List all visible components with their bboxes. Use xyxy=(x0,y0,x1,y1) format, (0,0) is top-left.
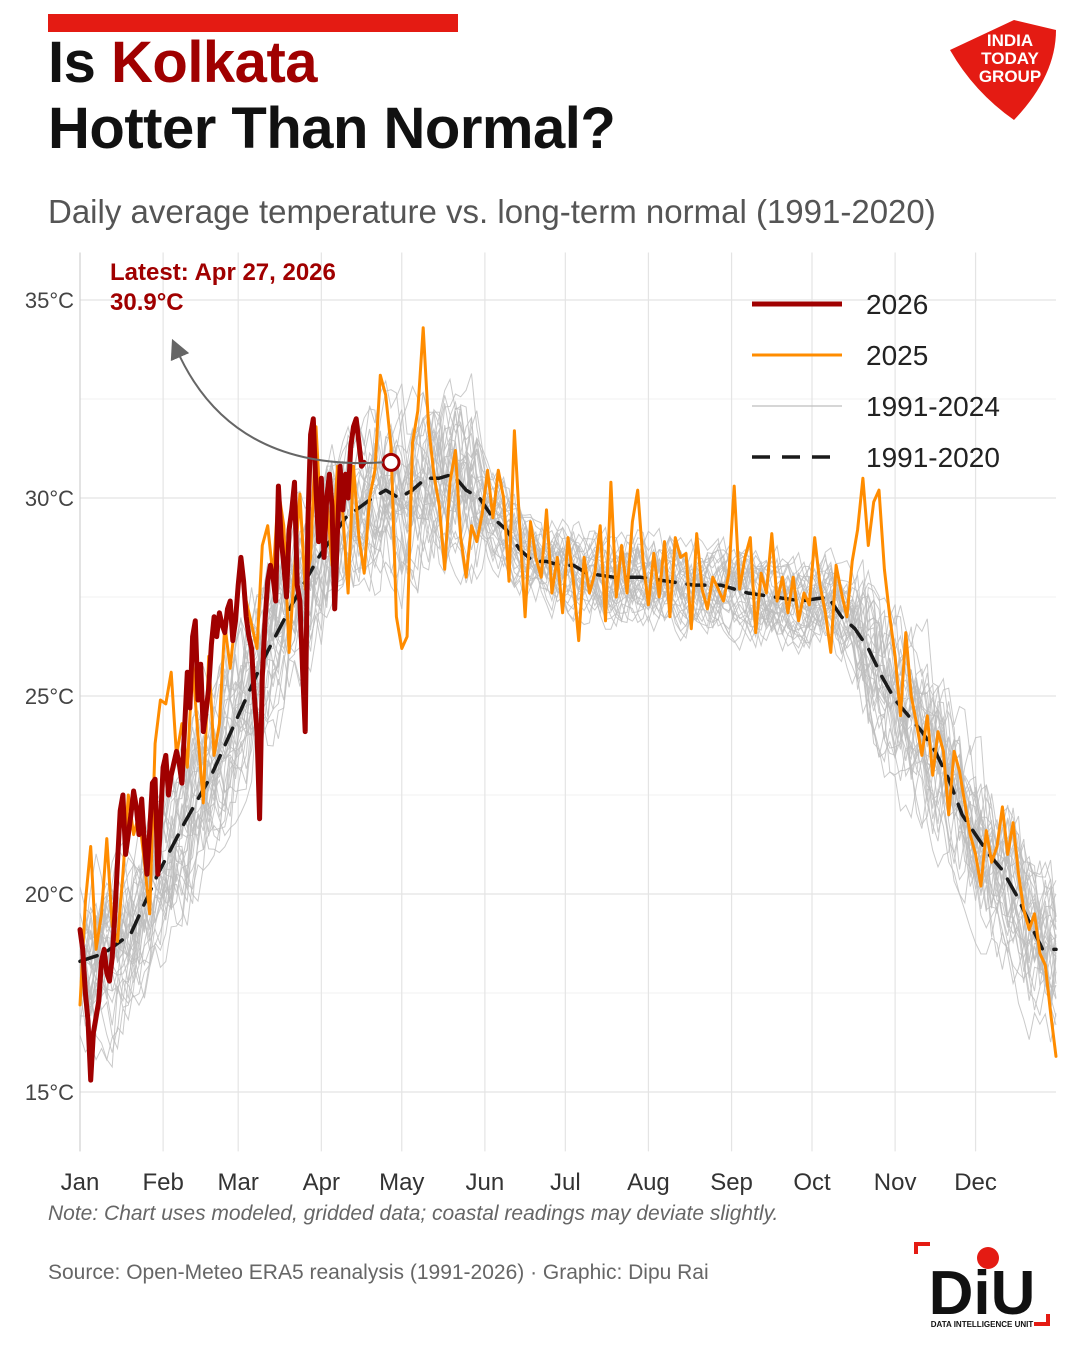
y-tick-label: 35°C xyxy=(25,288,74,313)
chart-legend: 2026 2025 1991-2024 1991-2020 xyxy=(752,289,1000,473)
y-tick-label: 30°C xyxy=(25,486,74,511)
legend-label: 2026 xyxy=(866,289,928,320)
logo-bracket-left xyxy=(914,1242,930,1254)
normal-series-line xyxy=(78,472,1058,964)
x-tick-label: Oct xyxy=(793,1169,831,1196)
latest-point-marker xyxy=(381,452,401,472)
annotation-line2: 30.9°C xyxy=(110,289,184,316)
india-today-group-logo: INDIA TODAY GROUP xyxy=(950,20,1056,120)
x-tick-label: Jan xyxy=(61,1169,100,1196)
logo-text-line2: TODAY xyxy=(981,49,1039,68)
diu-logo: DiU DATA INTELLIGENCE UNIT xyxy=(914,1242,1050,1329)
history-year-line xyxy=(79,410,1057,969)
history-year-line xyxy=(79,459,1057,1003)
logo-diu-mark: DiU xyxy=(929,1259,1036,1328)
history-series-group xyxy=(79,373,1057,1069)
x-tick-label: Jul xyxy=(550,1169,581,1196)
legend-label: 1991-2020 xyxy=(866,442,1000,473)
x-tick-label: Nov xyxy=(874,1169,917,1196)
x-tick-label: Sep xyxy=(710,1169,753,1196)
temperature-chart: 15°C 20°C 25°C 30°C 35°C Jan Feb Mar Apr May Jun Ju… xyxy=(25,252,1058,1196)
x-tick-label: Jun xyxy=(466,1169,505,1196)
annotation-arrow xyxy=(170,338,384,465)
x-tick-label: May xyxy=(379,1169,424,1196)
x-tick-label: Feb xyxy=(142,1169,183,1196)
history-year-line xyxy=(79,411,1057,1006)
title-city: Kolkata xyxy=(111,30,318,95)
x-tick-label: Dec xyxy=(954,1169,997,1196)
series-2025-line xyxy=(78,326,1058,1058)
history-year-line xyxy=(79,489,1057,1032)
chart-subtitle: Daily average temperature vs. long-term … xyxy=(48,193,936,230)
chart-note: Note: Chart uses modeled, gridded data; … xyxy=(48,1202,779,1225)
x-tick-label: Aug xyxy=(627,1169,670,1196)
logo-brain-dot xyxy=(977,1247,999,1269)
x-tick-label: Mar xyxy=(218,1169,259,1196)
legend-label: 1991-2024 xyxy=(866,391,1000,422)
chart-source: Source: Open-Meteo ERA5 reanalysis (1991… xyxy=(48,1261,709,1284)
logo-diu-caption: DATA INTELLIGENCE UNIT xyxy=(931,1320,1034,1329)
logo-bracket-right xyxy=(1034,1314,1050,1326)
x-tick-label: Apr xyxy=(303,1169,340,1196)
history-year-line xyxy=(79,499,1057,1051)
series-2026-line xyxy=(77,416,367,1083)
logo-text-line3: GROUP xyxy=(979,67,1041,86)
logo-text-line1: INDIA xyxy=(987,31,1033,50)
y-tick-label: 15°C xyxy=(25,1080,74,1105)
y-tick-label: 20°C xyxy=(25,882,74,907)
history-year-line xyxy=(79,385,1057,973)
history-year-line xyxy=(79,436,1057,1001)
title-prefix: Is xyxy=(48,30,111,95)
page-title: Is Kolkata Hotter Than Normal? xyxy=(48,30,616,162)
title-line2: Hotter Than Normal? xyxy=(48,96,616,161)
logo-shield-shape xyxy=(950,20,1056,120)
legend-label: 2025 xyxy=(866,340,928,371)
y-tick-label: 25°C xyxy=(25,684,74,709)
annotation-line1: Latest: Apr 27, 2026 xyxy=(110,259,336,286)
accent-bar xyxy=(48,14,458,32)
history-year-line xyxy=(79,461,1057,1026)
history-year-line xyxy=(79,417,1057,1008)
